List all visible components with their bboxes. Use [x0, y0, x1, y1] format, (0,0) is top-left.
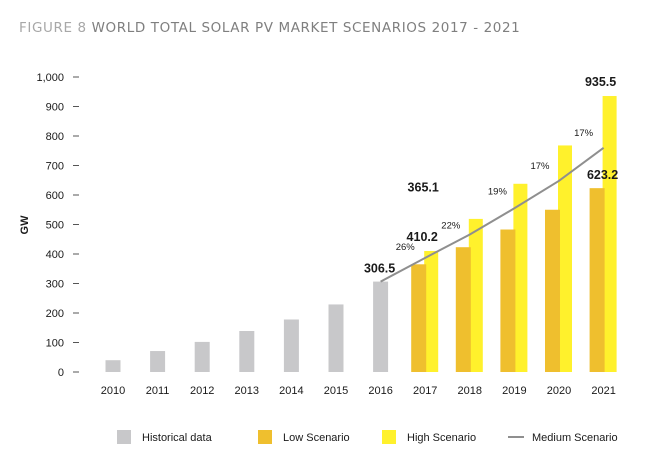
figure-title-text: WORLD TOTAL SOLAR PV MARKET SCENARIOS 20… [91, 20, 521, 36]
growth-label-2021: 17% [574, 128, 594, 139]
x-tick-label-2014: 2014 [279, 385, 303, 397]
legend-label-low-scenario: Low Scenario [283, 432, 350, 444]
data-label-low-scenario-2021: 623.2 [587, 168, 618, 182]
data-label-high-scenario-2021: 935.5 [585, 75, 616, 89]
bar-historical-2011 [150, 351, 166, 372]
legend-label-historical-data: Historical data [142, 432, 213, 444]
y-tick-label: 800 [46, 131, 64, 143]
growth-label-2020: 17% [530, 161, 550, 172]
bar-high-2018 [468, 218, 483, 372]
y-tick-label: 500 [46, 220, 64, 232]
bar-low-2017 [411, 264, 427, 372]
legend-swatch-historical-data [117, 430, 131, 444]
x-tick-label-2015: 2015 [324, 385, 348, 397]
figure-label: FIGURE 8 [19, 20, 87, 36]
bar-historical-2013 [239, 330, 255, 372]
medium-scenario-polyline [380, 146, 605, 283]
bar-high-2020 [558, 145, 572, 372]
bar-high-2021 [602, 96, 617, 372]
bar-low-2021 [589, 188, 605, 372]
legend-swatch-high-scenario [382, 430, 396, 444]
legend: Historical data Low Scenario High Scenario… [117, 430, 618, 444]
bar-historical-2016 [373, 281, 389, 372]
y-tick-label: 900 [46, 102, 64, 114]
x-tick-label-2021: 2021 [591, 385, 615, 397]
legend-label-medium-scenario: Medium Scenario [532, 432, 618, 444]
data-label-low-scenario-2017: 365.1 [408, 180, 439, 194]
bar-historical-2010 [105, 360, 121, 372]
x-tick-label-2011: 2011 [146, 385, 170, 397]
y-tick-label: 600 [46, 190, 64, 202]
x-tick-label-2017: 2017 [413, 385, 437, 397]
y-tick-label: 400 [46, 249, 64, 261]
bar-historical-2014 [283, 319, 299, 372]
medium-scenario-line [380, 146, 605, 283]
bar-historical-2015 [328, 304, 344, 372]
y-tick-label: 300 [46, 279, 64, 291]
bar-high-2017 [424, 250, 439, 372]
bars [105, 96, 617, 372]
y-tick-label: 100 [46, 338, 64, 350]
data-label-historical-data-2016: 306.5 [364, 262, 395, 276]
legend-swatch-low-scenario [258, 430, 272, 444]
y-tick-label: 700 [46, 161, 64, 173]
bar-high-2019 [513, 183, 528, 372]
growth-label-2019: 19% [488, 186, 508, 197]
data-label-high-scenario-2017: 410.2 [407, 230, 438, 244]
x-tick-label-2020: 2020 [547, 385, 571, 397]
x-tick-label-2013: 2013 [235, 385, 259, 397]
x-tick-label-2010: 2010 [101, 385, 125, 397]
x-tick-label-2018: 2018 [458, 385, 482, 397]
legend-label-high-scenario: High Scenario [407, 432, 476, 444]
x-tick-label-2012: 2012 [190, 385, 214, 397]
bar-historical-2012 [194, 341, 210, 372]
bar-low-2020 [545, 209, 560, 372]
data-labels: 306.5 410.2 365.1 935.5 623.2 26% 22% 19% 17% 17% [364, 75, 618, 276]
figure-title: FIGURE 8 WORLD TOTAL SOLAR PV MARKET SCE… [19, 20, 520, 36]
y-tick-label: 0 [58, 367, 64, 379]
y-tick-label: 1,000 [36, 72, 64, 84]
growth-label-2017: 26% [396, 242, 416, 253]
y-axis: 0 100 200 300 400 500 600 700 800 900 1,000 [36, 72, 79, 379]
growth-label-2018: 22% [441, 221, 461, 232]
x-axis: 2010 2011 2012 2013 2014 2015 2016 2017 2018 2019… [101, 385, 616, 397]
y-axis-label: GW [19, 215, 31, 235]
x-tick-label-2019: 2019 [502, 385, 526, 397]
x-tick-label-2016: 2016 [368, 385, 392, 397]
bar-low-2018 [455, 247, 471, 372]
y-tick-label: 200 [46, 308, 64, 320]
bar-low-2019 [500, 229, 516, 372]
